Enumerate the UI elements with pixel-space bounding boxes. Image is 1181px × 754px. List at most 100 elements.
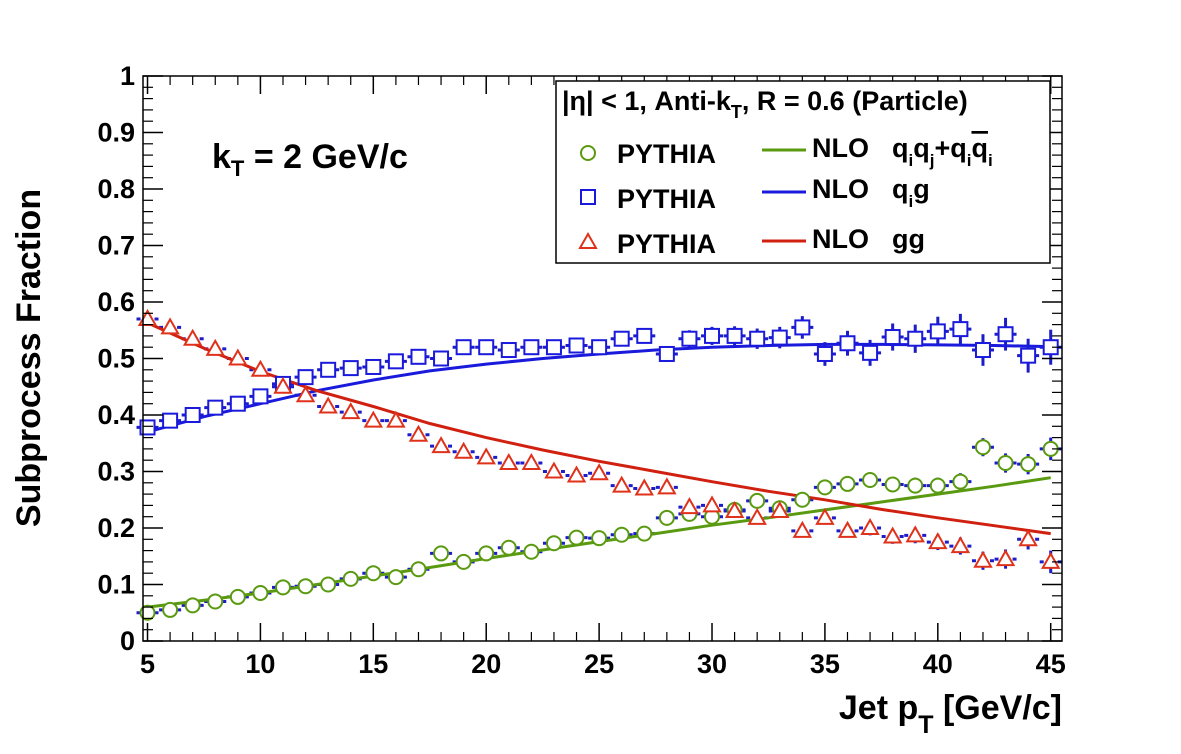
data-point-qg	[862, 344, 879, 361]
data-point-gg	[160, 317, 180, 335]
x-axis-title: Jet pT [GeV/c]	[839, 689, 1062, 739]
data-point-qq	[523, 543, 540, 560]
data-point-qg	[455, 339, 472, 356]
data-point-qg	[658, 345, 675, 362]
data-point-qq	[320, 576, 337, 593]
data-layer	[136, 308, 1062, 621]
data-point-qq	[1020, 456, 1037, 473]
data-point-qq	[884, 476, 901, 493]
data-point-gg	[747, 507, 767, 525]
data-point-qq	[839, 475, 856, 492]
data-point-qg	[771, 329, 788, 346]
data-point-qq	[613, 526, 630, 543]
data-point-qq	[342, 570, 359, 587]
data-point-qg	[726, 327, 743, 344]
data-point-qg	[523, 339, 540, 356]
data-point-gg	[815, 507, 835, 525]
data-point-qg	[907, 330, 924, 347]
x-tick-label: 15	[358, 649, 388, 679]
data-point-qg	[839, 335, 856, 352]
data-point-qg	[974, 342, 991, 359]
data-point-qg	[184, 407, 201, 423]
legend-marker-qq	[580, 145, 596, 161]
data-point-gg	[408, 424, 429, 442]
data-point-qg	[252, 388, 269, 405]
data-point-qq	[410, 561, 427, 578]
x-tick-label: 45	[1036, 649, 1066, 679]
data-point-qq	[500, 539, 517, 556]
data-point-gg	[634, 478, 654, 496]
data-point-qq	[658, 509, 675, 526]
legend-process-gg: gg	[892, 224, 925, 254]
markers-qq	[139, 439, 1059, 621]
data-point-qg	[342, 360, 359, 377]
y-tick-label: 0.7	[97, 231, 135, 261]
data-point-gg	[928, 532, 948, 550]
y-tick-label: 0.5	[97, 344, 135, 374]
y-tick-label: 1	[120, 61, 135, 91]
data-point-qq	[274, 579, 291, 596]
y-tick-label: 0.1	[97, 570, 135, 600]
data-point-gg	[566, 465, 587, 483]
legend-pythia-label-gg: PYTHIA	[617, 229, 716, 259]
data-point-qq	[862, 471, 879, 488]
data-point-qq	[591, 530, 608, 547]
data-point-qg	[704, 327, 721, 344]
legend-box	[555, 80, 1051, 264]
data-point-gg	[973, 550, 993, 568]
data-point-gg	[905, 525, 925, 543]
data-point-qg	[433, 350, 450, 367]
data-point-qq	[365, 565, 382, 582]
data-point-qg	[410, 348, 427, 365]
data-point-qq	[455, 553, 472, 570]
data-point-qq	[974, 439, 991, 456]
data-point-qg	[952, 321, 969, 338]
data-point-qg	[139, 419, 156, 436]
data-point-gg	[792, 520, 813, 538]
data-point-gg	[386, 410, 406, 428]
legend-marker-gg	[578, 231, 598, 249]
data-point-gg	[273, 376, 293, 394]
data-point-gg	[950, 536, 971, 554]
legend-nlo-label-gg: NLO	[812, 224, 869, 254]
x-tick-label: 10	[245, 649, 275, 679]
y-tick-label: 0.6	[97, 287, 135, 317]
data-point-gg	[995, 549, 1016, 567]
data-point-qg	[297, 369, 314, 386]
data-point-gg	[860, 517, 880, 535]
data-point-qg	[884, 329, 901, 346]
data-point-qq	[929, 477, 946, 494]
legend-markers	[578, 145, 806, 249]
data-point-qg	[613, 330, 630, 347]
legend-process-qq: qiqj+qiqi	[892, 133, 993, 170]
markers-qg	[139, 319, 1059, 436]
data-point-qg	[591, 339, 608, 356]
data-point-qq	[478, 545, 495, 562]
data-point-gg	[228, 348, 248, 366]
y-tick-label: 0.4	[97, 400, 135, 430]
data-point-gg	[341, 402, 361, 420]
data-point-qg	[997, 326, 1014, 343]
x-tick-label: 25	[584, 649, 614, 679]
data-point-qg	[545, 339, 562, 356]
data-point-qq	[162, 601, 179, 618]
data-point-qg	[636, 327, 653, 344]
data-point-qq	[907, 477, 924, 494]
data-point-qq	[252, 584, 269, 601]
data-point-qg	[320, 361, 337, 378]
data-point-gg	[770, 501, 790, 519]
x-tick-label: 40	[923, 649, 953, 679]
legend-pythia-label-qg: PYTHIA	[617, 184, 716, 214]
data-point-gg	[702, 495, 722, 513]
data-point-qg	[929, 323, 946, 340]
data-point-gg	[882, 526, 903, 544]
data-point-gg	[250, 359, 271, 377]
data-point-gg	[295, 385, 316, 403]
legend-title: |η| < 1, Anti-kT, R = 0.6 (Particle)	[562, 86, 968, 122]
x-tick-label: 5	[140, 649, 155, 679]
legend-nlo-label-qg: NLO	[812, 174, 869, 204]
data-point-qg	[478, 339, 495, 356]
data-point-qg	[162, 412, 179, 429]
data-point-qg	[229, 395, 246, 412]
